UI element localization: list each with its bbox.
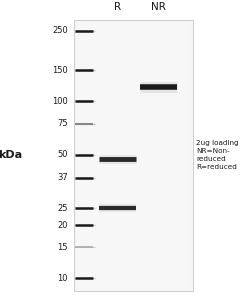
Text: 250: 250 — [52, 26, 68, 35]
Text: 150: 150 — [52, 66, 68, 75]
Text: 100: 100 — [52, 97, 68, 106]
Bar — [77, 22, 190, 288]
Text: 25: 25 — [57, 203, 68, 212]
Text: 37: 37 — [57, 173, 68, 182]
Bar — [74, 20, 193, 291]
Text: 10: 10 — [57, 274, 68, 283]
Text: 15: 15 — [57, 243, 68, 252]
Text: 50: 50 — [57, 150, 68, 159]
Text: 2ug loading
NR=Non-
reduced
R=reduced: 2ug loading NR=Non- reduced R=reduced — [196, 140, 239, 170]
Text: kDa: kDa — [0, 150, 22, 160]
Text: R: R — [114, 2, 121, 12]
Text: 20: 20 — [57, 221, 68, 230]
Text: NR: NR — [151, 2, 165, 12]
Text: 75: 75 — [57, 119, 68, 128]
